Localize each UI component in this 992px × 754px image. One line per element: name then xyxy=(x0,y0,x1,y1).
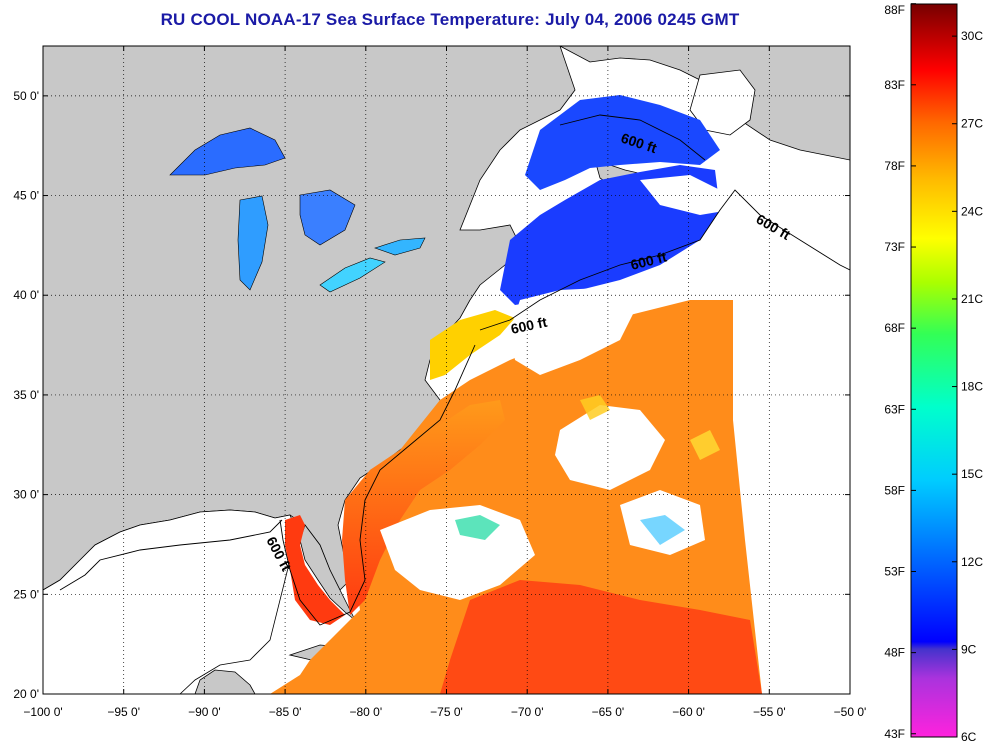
contour-600ft-south xyxy=(279,344,476,626)
land-florida xyxy=(299,524,356,621)
colorbar-c-axis: 30C 27C 24C 21C 18C 15C 12C 9C 6C xyxy=(952,29,983,744)
lake-ontario xyxy=(374,237,426,256)
y-axis: 20 0' 25 0' 30 0' 35 0' 40 0' 45 0' 50 0' xyxy=(13,89,850,701)
lake-erie xyxy=(319,257,386,293)
colorbar-f-label: 78F xyxy=(884,159,905,173)
colorbar-c-label: 12C xyxy=(961,555,983,569)
sst-speckle-yellow-1 xyxy=(580,395,610,420)
colorbar-c-label: 30C xyxy=(961,29,983,43)
y-tick-label: 35 0' xyxy=(13,388,39,402)
x-tick-label: −50 0' xyxy=(834,705,867,719)
x-tick-label: −80 0' xyxy=(349,705,382,719)
colorbar-c-label: 27C xyxy=(961,117,983,131)
contour-600ft-gulf xyxy=(59,519,283,591)
y-tick-label: 25 0' xyxy=(13,587,39,601)
x-tick-label: −90 0' xyxy=(188,705,221,719)
y-tick-label: 50 0' xyxy=(13,89,39,103)
sst-mid-atlantic-shelf xyxy=(430,310,515,380)
land-newfoundland xyxy=(689,69,756,136)
gulf-of-mexico xyxy=(43,509,301,694)
colorbar-f-label: 58F xyxy=(884,483,905,497)
colorbar-f-label: 73F xyxy=(884,240,905,254)
sst-caribbean xyxy=(440,580,762,694)
colorbar-f-label: 68F xyxy=(884,321,905,335)
x-tick-label: −100 0' xyxy=(23,705,62,719)
x-tick-label: −60 0' xyxy=(672,705,705,719)
sst-warm-atlantic xyxy=(270,300,762,694)
sst-speckle-yellow-2 xyxy=(690,430,720,460)
lake-superior xyxy=(169,127,286,176)
lake-michigan xyxy=(237,195,269,291)
colorbar-c-label: 15C xyxy=(961,467,983,481)
x-tick-label: −70 0' xyxy=(511,705,544,719)
x-tick-label: −95 0' xyxy=(107,705,140,719)
colorbar-f-label: 63F xyxy=(884,402,905,416)
grid-lines xyxy=(43,46,850,694)
x-tick-label: −75 0' xyxy=(430,705,463,719)
colorbar-c-label: 24C xyxy=(961,204,983,218)
map-title: RU COOL NOAA-17 Sea Surface Temperature:… xyxy=(160,10,740,29)
y-tick-label: 20 0' xyxy=(13,687,39,701)
y-tick-label: 30 0' xyxy=(13,488,39,502)
x-tick-label: −55 0' xyxy=(753,705,786,719)
x-tick-label: −65 0' xyxy=(592,705,625,719)
colorbar xyxy=(910,3,958,738)
cloud-patch-north xyxy=(510,288,640,375)
y-tick-label: 40 0' xyxy=(13,288,39,302)
colorbar-f-label: 88F xyxy=(884,3,905,17)
contour-label: 600 ft xyxy=(509,314,548,337)
colorbar-f-axis: 88F 83F 78F 73F 68F 63F 58F 53F 48F 43F xyxy=(884,3,916,741)
sst-speckle-cyan-1 xyxy=(455,515,500,540)
sst-florida-west xyxy=(285,515,345,625)
colorbar-f-label: 43F xyxy=(884,727,905,741)
colorbar-c-label: 18C xyxy=(961,380,983,394)
sst-gulf-stream xyxy=(342,400,505,615)
cloud-patch-ne xyxy=(640,175,730,215)
x-axis: −100 0' −95 0' −90 0' −85 0' −80 0' −75 0' −70… xyxy=(23,46,866,719)
cloud-patch-central xyxy=(555,405,665,490)
colorbar-c-label: 9C xyxy=(961,642,977,656)
lake-huron xyxy=(299,189,356,246)
colorbar-f-label: 48F xyxy=(884,646,905,660)
colorbar-c-label: 21C xyxy=(961,292,983,306)
contour-600ft-north xyxy=(479,189,850,331)
x-tick-label: −85 0' xyxy=(269,705,302,719)
sst-speckle-cyan-2 xyxy=(640,515,685,545)
colorbar-f-label: 53F xyxy=(884,565,905,579)
y-tick-label: 45 0' xyxy=(13,189,39,203)
land-yucatan xyxy=(194,669,256,694)
colorbar-c-label: 6C xyxy=(961,730,977,744)
sst-cold-gulf-stlawrence xyxy=(525,95,720,190)
colorbar-f-label: 83F xyxy=(884,78,905,92)
